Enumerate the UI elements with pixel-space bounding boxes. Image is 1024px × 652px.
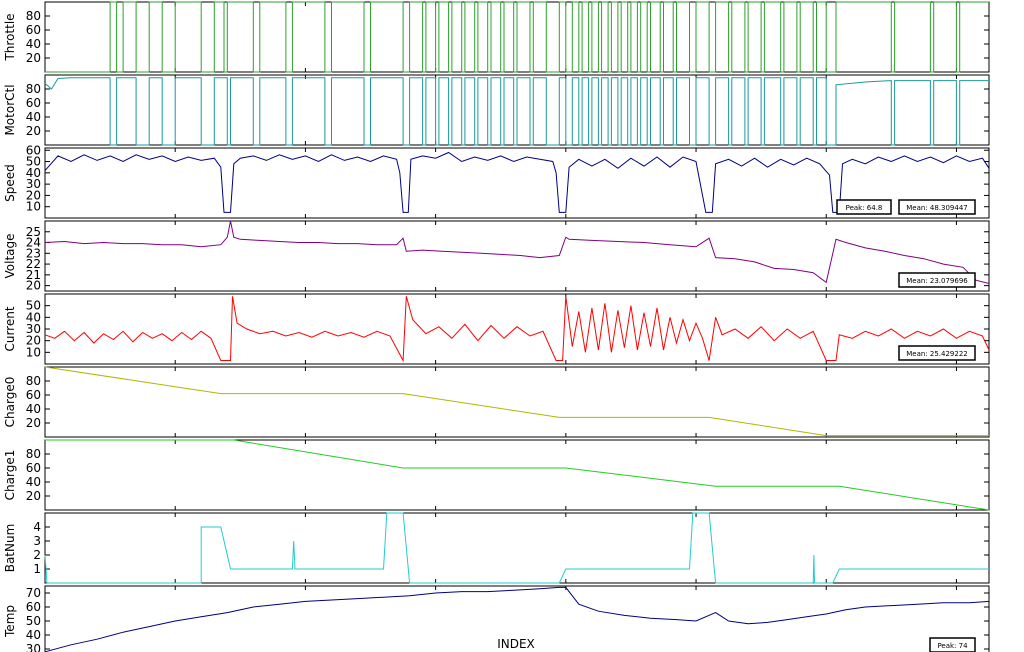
annotation-text: Mean: 48.309447 [906,204,968,212]
y-tick-label: 80 [26,82,41,96]
panel-frame [44,439,990,511]
y-tick-label: 20 [26,124,41,138]
y-tick-label: 40 [26,402,41,416]
y-axis-label: Charge1 [3,450,17,501]
series-line-motorctl [44,77,989,146]
y-tick-label: 2 [33,548,41,562]
annotation-text: Peak: 64.8 [846,204,883,212]
annotation-frame [898,272,976,288]
series-line-charge0 [44,366,989,437]
series-line-current [44,296,990,363]
annotation-frame [898,345,976,361]
panel-frame [44,293,990,365]
y-tick-label: 40 [26,310,41,324]
y-tick-label: 60 [26,388,41,402]
y-tick-label: 20 [26,188,41,202]
y-tick-label: 20 [26,334,41,348]
y-tick-label: 50 [26,299,41,313]
annotation-text: Peak: 74 [937,642,968,650]
annotation-box: Mean: 48.309447 [898,199,976,215]
annotation-frame [836,199,892,215]
series-line-charge1 [45,439,990,511]
y-axis-label: Charge0 [3,377,17,428]
y-tick-label: 20 [26,279,41,293]
y-tick-label: 50 [26,155,41,169]
y-axis-label: Throttle [3,13,17,61]
annotation-frame [929,637,976,652]
y-tick-label: 30 [26,642,41,652]
series-line-batnum [44,512,989,584]
annotation-frame [898,199,976,215]
y-tick-label: 40 [26,166,41,180]
y-tick-label: 21 [26,268,41,282]
annotation-box: Mean: 25.429222 [898,345,976,361]
y-tick-label: 80 [26,9,41,23]
y-tick-label: 40 [26,628,41,642]
annotation-box: Mean: 23.079696 [898,272,976,288]
y-tick-label: 60 [26,96,41,110]
y-tick-label: 60 [26,600,41,614]
y-tick-label: 10 [26,345,41,359]
y-tick-label: 3 [33,534,41,548]
x-axis-label: INDEX [497,637,535,651]
y-tick-label: 30 [26,177,41,191]
y-tick-label: 20 [26,51,41,65]
y-tick-label: 60 [26,461,41,475]
panel-frame [44,366,990,438]
series-line-speed [44,151,990,213]
y-tick-label: 60 [26,23,41,37]
annotation-box: Peak: 74 [929,637,976,652]
annotation-text: Mean: 23.079696 [906,277,968,285]
y-tick-label: 80 [26,374,41,388]
y-tick-label: 40 [26,37,41,51]
y-tick-label: 70 [26,586,41,600]
y-tick-label: 25 [26,225,41,239]
y-tick-label: 30 [26,322,41,336]
y-tick-label: 60 [26,143,41,157]
y-tick-label: 10 [26,200,41,214]
y-axis-label: MotorCtl [3,84,17,135]
y-tick-label: 22 [26,257,41,271]
y-axis-label: Voltage [3,233,17,278]
y-axis-label: Temp [3,605,17,638]
y-axis-label: Speed [3,164,17,202]
y-tick-label: 50 [26,614,41,628]
y-tick-label: 23 [26,246,41,260]
annotation-box: Peak: 64.8 [836,199,892,215]
y-tick-label: 24 [26,236,41,250]
series-line-throttle [45,1,989,73]
y-tick-label: 40 [26,110,41,124]
panel-frame [44,512,990,584]
y-tick-label: 4 [33,520,41,534]
series-line-voltage [44,220,990,284]
y-tick-label: 80 [26,447,41,461]
series-line-temp [44,586,990,652]
y-tick-label: 20 [26,489,41,503]
y-tick-label: 20 [26,416,41,430]
y-axis-label: BatNum [3,524,17,573]
y-tick-label: 40 [26,475,41,489]
y-tick-label: 1 [33,562,41,576]
panel-frame [44,147,990,219]
y-axis-label: Current [3,306,17,351]
panel-frame [44,220,990,292]
annotation-text: Mean: 25.429222 [906,350,968,358]
